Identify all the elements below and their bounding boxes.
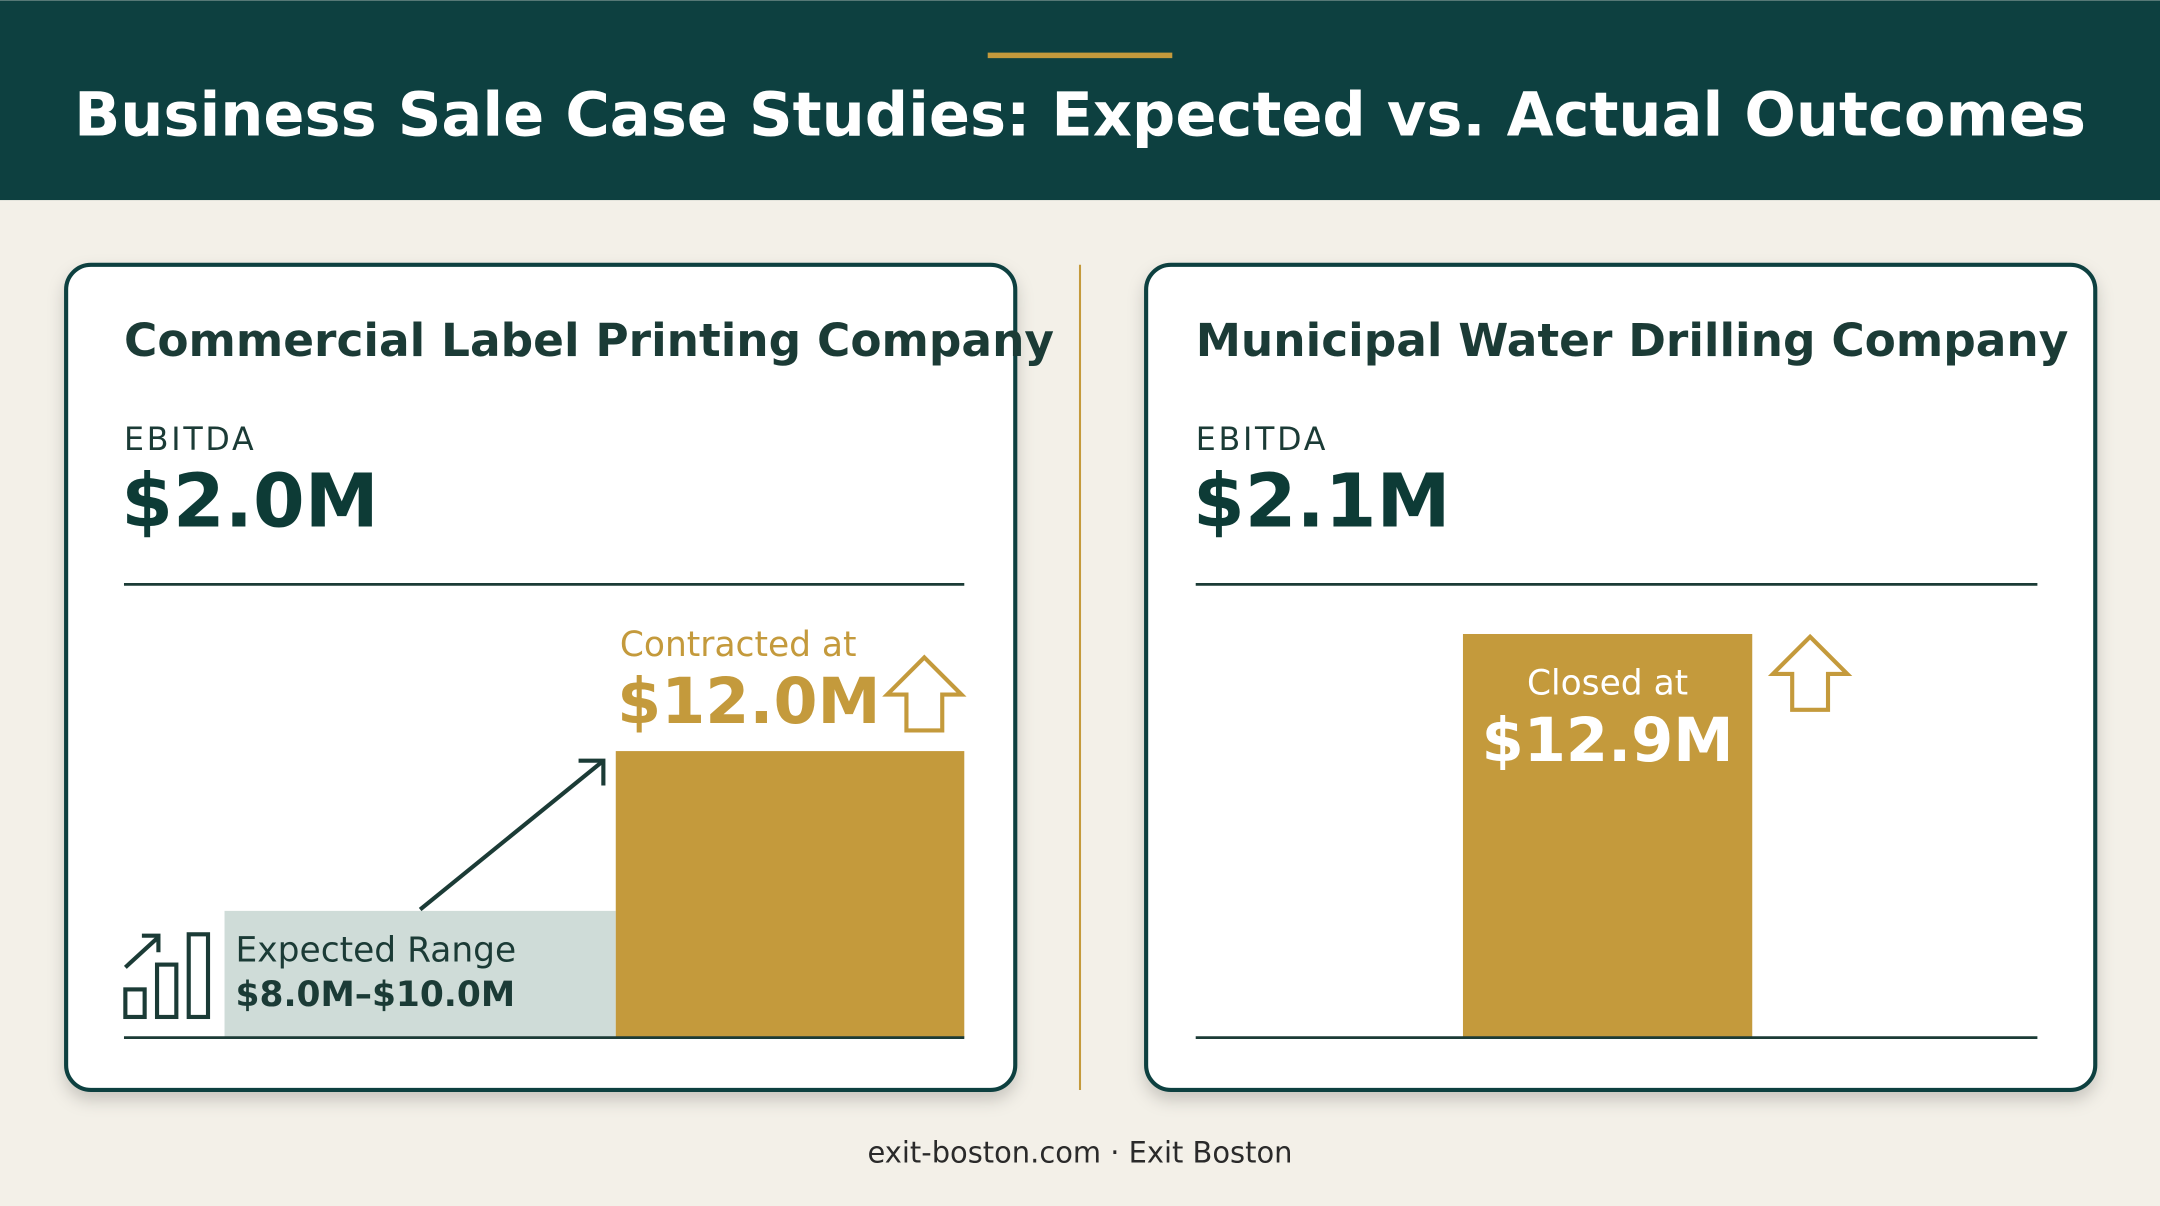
expected-label: Expected Range	[236, 931, 517, 971]
metric-label: EBITDA	[124, 422, 256, 458]
growth-arrow	[418, 758, 606, 912]
chart-icon	[123, 932, 211, 1020]
card-title: Municipal Water Drilling Company	[1196, 314, 2069, 367]
header-title: Business Sale Case Studies: Expected vs.…	[74, 80, 2086, 150]
up-arrow	[1767, 633, 1853, 712]
card-title: Commercial Label Printing Company	[124, 314, 1054, 367]
outcome-label: Closed at	[1527, 663, 1688, 703]
header-bar	[0, 0, 2160, 201]
up-arrow	[882, 654, 967, 733]
metric-label: EBITDA	[1196, 422, 1328, 458]
expected-value: $8.0M–$10.0M	[236, 975, 516, 1015]
metric-value: $2.1M	[1193, 457, 1451, 544]
outcome-value: $12.9M	[1482, 706, 1734, 776]
expected-bar	[224, 910, 616, 1038]
metric-value: $2.0M	[121, 457, 379, 544]
outcome-label: Contracted at	[620, 625, 857, 665]
outcome-bar	[1462, 633, 1753, 1038]
outcome-value: $12.0M	[617, 664, 880, 738]
footer: exit-boston.com · Exit Boston	[868, 1136, 1293, 1170]
outcome-bar	[615, 751, 965, 1038]
